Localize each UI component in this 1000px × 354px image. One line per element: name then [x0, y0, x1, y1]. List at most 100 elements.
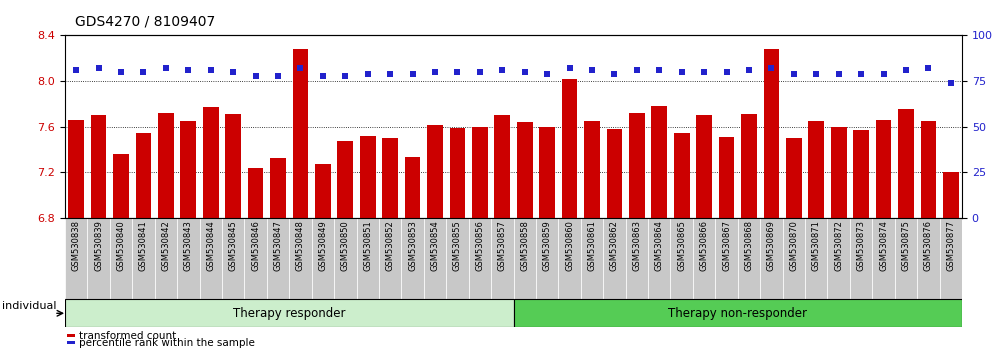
Bar — [113, 154, 129, 218]
Bar — [155, 218, 177, 299]
Bar — [514, 218, 536, 299]
Text: GSM530871: GSM530871 — [812, 220, 821, 271]
Text: GSM530843: GSM530843 — [184, 220, 193, 271]
Point — [472, 69, 488, 75]
Bar — [626, 218, 648, 299]
Bar — [719, 137, 734, 218]
Bar — [872, 218, 895, 299]
Bar — [177, 218, 200, 299]
Bar — [248, 167, 263, 218]
Point — [943, 80, 959, 86]
Bar — [536, 218, 558, 299]
Bar — [670, 218, 693, 299]
Text: GSM530868: GSM530868 — [744, 220, 753, 271]
Bar — [494, 115, 510, 218]
Text: Therapy non-responder: Therapy non-responder — [668, 307, 807, 320]
Point — [629, 67, 645, 73]
Bar — [491, 218, 514, 299]
Bar — [514, 299, 962, 327]
Bar — [244, 218, 267, 299]
Point — [808, 71, 824, 76]
Text: GSM530841: GSM530841 — [139, 220, 148, 271]
Bar — [517, 122, 533, 218]
Bar — [469, 218, 491, 299]
Bar — [424, 218, 446, 299]
Bar — [203, 107, 219, 218]
Bar — [764, 49, 779, 218]
Point — [920, 65, 936, 71]
Text: Therapy responder: Therapy responder — [233, 307, 346, 320]
Text: GSM530854: GSM530854 — [431, 220, 440, 271]
Point — [405, 71, 421, 76]
Bar — [110, 218, 132, 299]
Point — [203, 67, 219, 73]
Bar — [921, 121, 936, 218]
Bar — [940, 218, 962, 299]
Bar — [741, 114, 757, 218]
Text: GSM530877: GSM530877 — [946, 220, 955, 271]
Bar — [312, 218, 334, 299]
Point — [270, 73, 286, 78]
Point — [719, 69, 735, 75]
Text: GSM530860: GSM530860 — [565, 220, 574, 271]
Bar — [783, 218, 805, 299]
Bar — [158, 113, 174, 218]
Text: GSM530865: GSM530865 — [677, 220, 686, 271]
Point — [225, 69, 241, 75]
Bar — [65, 299, 514, 327]
Text: GSM530869: GSM530869 — [767, 220, 776, 271]
Text: GSM530876: GSM530876 — [924, 220, 933, 271]
Point — [382, 71, 398, 76]
Bar — [289, 218, 312, 299]
Point — [360, 71, 376, 76]
Bar — [267, 218, 289, 299]
Bar — [315, 164, 331, 218]
Bar — [180, 121, 196, 218]
Text: GSM530859: GSM530859 — [543, 220, 552, 271]
Point — [113, 69, 129, 75]
Bar — [853, 130, 869, 218]
Text: GSM530862: GSM530862 — [610, 220, 619, 271]
Point — [337, 73, 353, 78]
Text: GSM530856: GSM530856 — [475, 220, 484, 271]
Bar — [629, 113, 645, 218]
Point — [651, 67, 667, 73]
Bar — [805, 218, 827, 299]
Bar — [603, 218, 626, 299]
Bar — [67, 341, 75, 344]
Bar — [357, 218, 379, 299]
Text: GSM530863: GSM530863 — [632, 220, 641, 271]
Text: GSM530874: GSM530874 — [879, 220, 888, 271]
Point — [741, 67, 757, 73]
Bar — [427, 125, 443, 218]
Bar — [382, 138, 398, 218]
Text: GSM530873: GSM530873 — [857, 220, 866, 271]
Bar — [225, 114, 241, 218]
Text: transformed count: transformed count — [79, 331, 176, 341]
Text: GSM530866: GSM530866 — [700, 220, 709, 271]
Point — [91, 65, 107, 71]
Text: GSM530867: GSM530867 — [722, 220, 731, 271]
Text: GSM530848: GSM530848 — [296, 220, 305, 271]
Bar — [738, 218, 760, 299]
Bar — [91, 115, 106, 218]
Point — [584, 67, 600, 73]
Bar — [539, 126, 555, 218]
Point — [135, 69, 151, 75]
Point — [786, 71, 802, 76]
Bar — [696, 115, 712, 218]
Bar — [337, 141, 353, 218]
Bar — [917, 218, 940, 299]
Bar — [200, 218, 222, 299]
Bar — [651, 106, 667, 218]
Point — [674, 69, 690, 75]
Bar — [808, 121, 824, 218]
Point — [898, 67, 914, 73]
Text: GSM530847: GSM530847 — [274, 220, 283, 271]
Point — [248, 73, 264, 78]
Point — [68, 67, 84, 73]
Bar — [293, 49, 308, 218]
Point — [449, 69, 465, 75]
Text: individual: individual — [2, 301, 56, 311]
Bar — [693, 218, 715, 299]
